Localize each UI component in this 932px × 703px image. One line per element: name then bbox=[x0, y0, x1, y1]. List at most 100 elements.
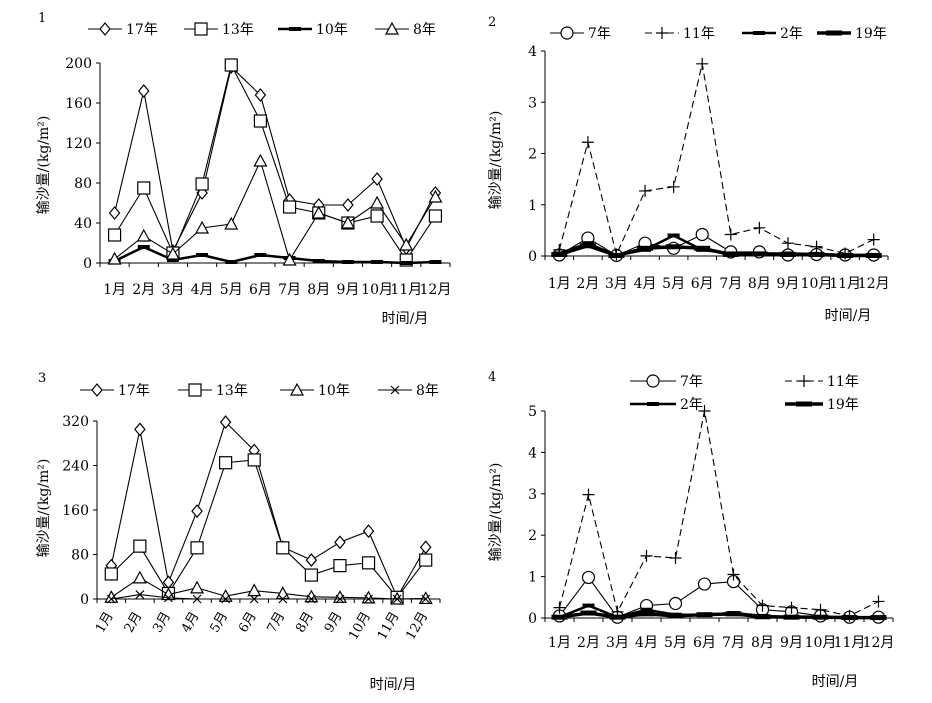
x-tick-label: 5月 bbox=[664, 635, 687, 651]
data-point bbox=[221, 594, 231, 604]
data-point bbox=[841, 615, 858, 621]
x-tick-label: 11月 bbox=[390, 282, 422, 298]
series-19年 bbox=[551, 243, 882, 258]
data-point bbox=[224, 58, 238, 72]
data-point bbox=[667, 613, 684, 619]
series-13年 bbox=[104, 453, 433, 604]
data-point bbox=[581, 136, 594, 149]
data-point bbox=[865, 252, 882, 258]
data-point bbox=[609, 614, 626, 620]
chart-panel-3: 3 0 80 160 240 320 1月 2月 3月 4月 5月 6月 7月 8月 9月 10月 11月 12月… bbox=[36, 371, 441, 693]
data-point bbox=[278, 594, 288, 604]
x-tick-label: 10月 bbox=[801, 276, 833, 292]
x-tick-label: 9月 bbox=[336, 282, 359, 298]
x-tick-label: 4月 bbox=[634, 276, 657, 292]
data-point bbox=[196, 253, 209, 257]
panel-number: 4 bbox=[488, 370, 496, 385]
legend-item: 11年 bbox=[645, 26, 715, 42]
data-point bbox=[371, 172, 383, 186]
legend-label: 8年 bbox=[416, 383, 439, 399]
data-point bbox=[362, 524, 375, 539]
y-tick-label: 2 bbox=[528, 147, 537, 163]
x-tick-label: 3月 bbox=[150, 610, 174, 636]
x-tick-label: 8月 bbox=[293, 610, 317, 636]
legend-label: 2年 bbox=[780, 26, 803, 42]
data-point bbox=[247, 583, 262, 597]
x-axis-label: 时间/月 bbox=[370, 677, 417, 693]
data-point bbox=[429, 260, 442, 264]
legend-item: 7年 bbox=[630, 374, 703, 390]
data-point bbox=[311, 205, 326, 219]
x-axis-label: 时间/月 bbox=[825, 308, 872, 324]
legend-marker bbox=[194, 22, 208, 36]
data-point bbox=[107, 228, 122, 242]
legend-label: 17年 bbox=[126, 22, 158, 38]
x-tick-label: 5月 bbox=[207, 610, 231, 636]
data-point bbox=[371, 260, 384, 264]
x-tick-label: 3月 bbox=[606, 635, 629, 651]
y-tick-label: 0 bbox=[83, 256, 92, 272]
y-tick-label: 4 bbox=[528, 44, 537, 60]
x-tick-label: 8月 bbox=[748, 276, 771, 292]
x-tick-label: 4月 bbox=[191, 282, 214, 298]
data-point bbox=[419, 553, 433, 567]
data-point bbox=[696, 57, 709, 70]
legend-item: 10年 bbox=[280, 382, 350, 399]
data-point bbox=[637, 245, 654, 251]
series-line bbox=[110, 577, 426, 600]
data-point bbox=[249, 594, 259, 604]
x-axis-label: 时间/月 bbox=[812, 674, 859, 690]
x-tick-label: 8月 bbox=[307, 282, 330, 298]
y-tick-label: 40 bbox=[74, 216, 92, 232]
x-tick-label: 12月 bbox=[420, 282, 452, 298]
data-point bbox=[165, 246, 180, 260]
x-tick-label: 1月 bbox=[93, 610, 117, 636]
data-point bbox=[399, 237, 414, 251]
x-tick-label: 4月 bbox=[179, 610, 203, 636]
data-point bbox=[553, 601, 566, 614]
data-point bbox=[192, 594, 202, 604]
x-tick-label: 2月 bbox=[122, 610, 146, 636]
y-tick-label: 1 bbox=[528, 198, 537, 214]
x-tick-label: 6月 bbox=[691, 276, 714, 292]
data-point bbox=[247, 453, 261, 467]
data-point bbox=[137, 181, 151, 195]
data-point bbox=[190, 580, 205, 594]
x-tick-label: 3月 bbox=[605, 276, 628, 292]
x-tick-label: 5月 bbox=[662, 276, 685, 292]
data-point bbox=[754, 614, 771, 620]
series-10年 bbox=[108, 245, 442, 265]
data-point bbox=[219, 415, 232, 430]
data-point bbox=[225, 260, 238, 264]
series-line bbox=[114, 159, 436, 262]
data-point bbox=[195, 220, 210, 234]
series-17年 bbox=[108, 60, 442, 258]
data-point bbox=[340, 215, 355, 229]
data-point bbox=[392, 594, 402, 604]
legend-label: 8年 bbox=[413, 22, 436, 38]
series-line bbox=[114, 65, 436, 253]
data-point bbox=[108, 206, 121, 220]
data-point bbox=[106, 594, 116, 604]
data-point bbox=[137, 84, 150, 98]
data-point bbox=[253, 114, 268, 128]
y-tick-label: 3 bbox=[528, 95, 537, 111]
y-tick-label: 0 bbox=[528, 249, 537, 265]
x-tick-label: 7月 bbox=[265, 610, 289, 636]
data-point bbox=[276, 541, 290, 555]
data-point bbox=[335, 594, 345, 604]
y-tick-label: 3 bbox=[528, 487, 537, 503]
data-point bbox=[551, 251, 568, 257]
legend-item: 7年 bbox=[550, 26, 611, 42]
data-point bbox=[785, 601, 798, 614]
data-point bbox=[341, 260, 354, 264]
legend-item: 19年 bbox=[817, 26, 887, 42]
legend-marker bbox=[798, 375, 810, 387]
x-tick-label: 10月 bbox=[805, 635, 837, 651]
data-point bbox=[872, 595, 885, 608]
legend-marker bbox=[188, 383, 202, 397]
data-point bbox=[581, 241, 594, 246]
legend-item: 10年 bbox=[278, 22, 348, 38]
